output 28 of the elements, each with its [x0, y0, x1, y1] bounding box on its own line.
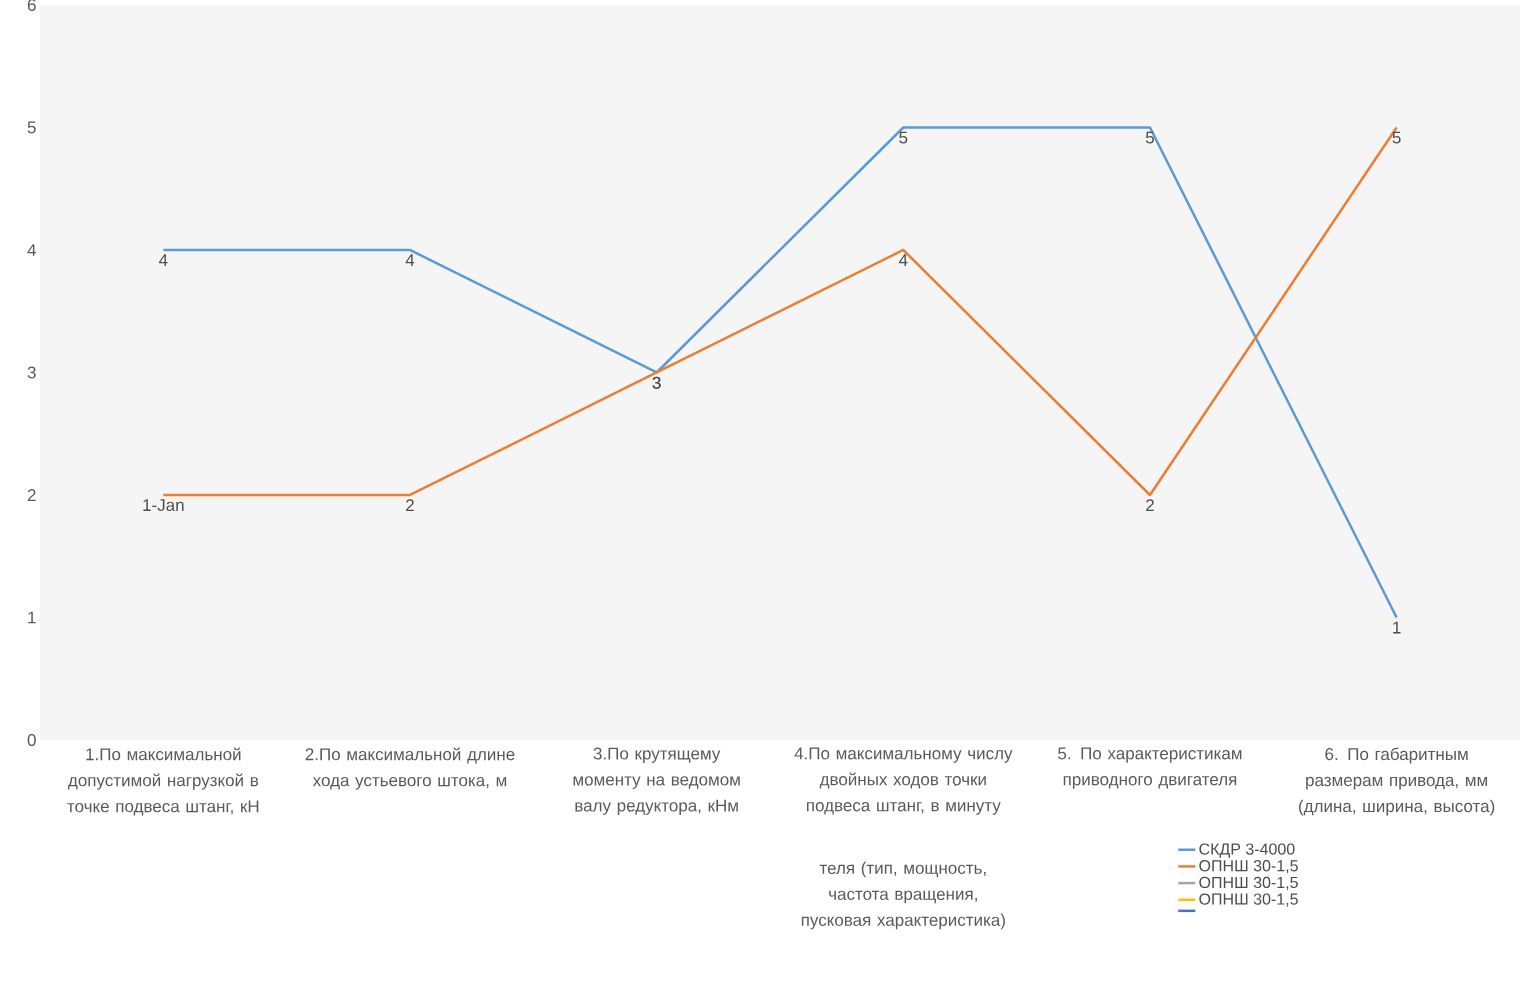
data-label: 3: [652, 376, 661, 389]
y-tick-label: 1: [28, 611, 36, 624]
data-label: 1: [1393, 621, 1401, 634]
data-label: 1-Jan: [143, 499, 184, 512]
data-label: 4: [405, 254, 415, 266]
data-label: 4: [159, 254, 168, 266]
legend-label: ОПНШ 30-1,5: [1199, 860, 1298, 874]
data-label: 5: [899, 131, 908, 144]
x-tick-label: 3.По крутящему моменту на ведомом валу редуктора, кНм: [573, 747, 740, 815]
x-tick-label: 1.По максимальной допустимой нагрузкой в точке подвеса штанг, кН: [67, 747, 259, 816]
data-label: 2: [406, 499, 414, 512]
y-tick-label: 3: [27, 366, 36, 379]
data-label: 5: [1392, 131, 1401, 144]
legend-label: ОПНШ 30-1,5: [1199, 876, 1298, 890]
text: теля (тип, мощность, частота вращения, пусковая характеристика): [801, 861, 1005, 930]
legend-label: СКДР 3-4000: [1199, 843, 1295, 858]
data-label: 2: [1146, 499, 1154, 512]
x-tick-label: 2.По максимальной длине хода устьевого штока, м: [305, 747, 515, 790]
x-tick-label: 4.По максимальному числу двойных ходов точки подвеса штанг, в минуту: [794, 747, 1013, 815]
data-label: 4: [898, 254, 908, 266]
y-tick-label: 2: [27, 489, 36, 501]
legend-label: ОПНШ 30-1,5: [1199, 893, 1298, 907]
y-tick-label: 4: [27, 244, 36, 256]
y-tick-label: 5: [27, 121, 36, 134]
x-tick-label: 6. По габаритным размерам привода, мм (длина, ширина, высота): [1299, 747, 1495, 816]
data-label: 5: [1145, 131, 1154, 144]
x-tick-label: 5. По характеристикам приводного двигателя: [1058, 747, 1242, 789]
y-tick-label: 0: [27, 733, 36, 747]
